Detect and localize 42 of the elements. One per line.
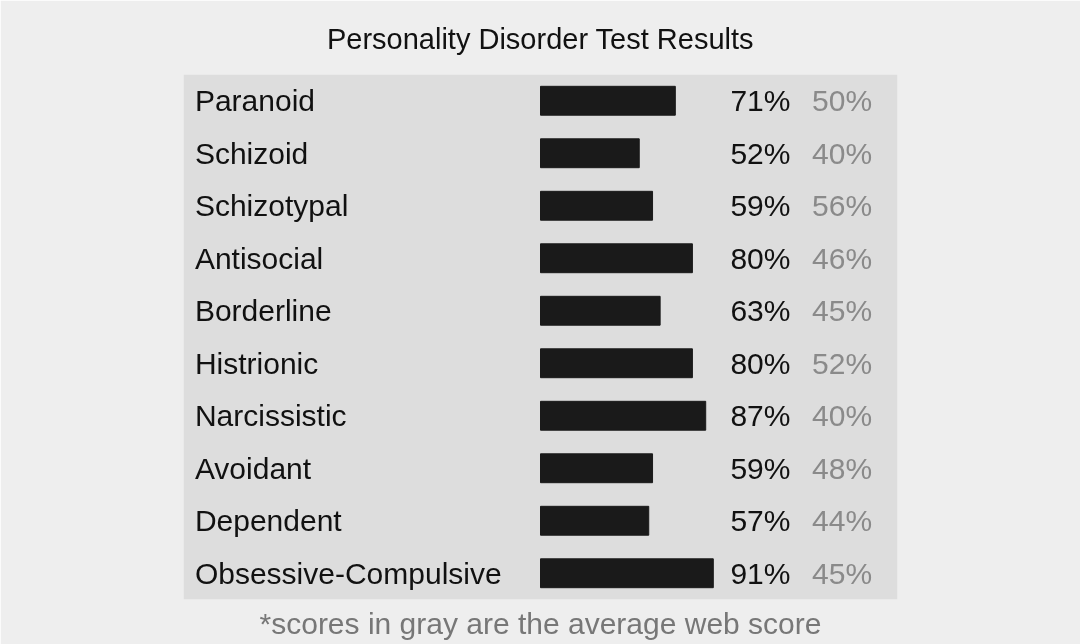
text: 48%: [812, 451, 873, 485]
y-tick-label: Obsessive-Compulsive: [194, 556, 502, 590]
data-label: 57%: [730, 504, 791, 538]
data-label: 59%: [730, 451, 791, 485]
text: 44%: [812, 504, 873, 538]
y-tick-label: Schizotypal: [194, 189, 349, 223]
y-tick-label: Narcissistic: [194, 399, 347, 433]
data-label: 80%: [730, 346, 791, 380]
text: 56%: [812, 189, 873, 223]
y-tick-label: Borderline: [194, 294, 332, 328]
text: 40%: [812, 399, 873, 433]
bar: [540, 190, 654, 221]
bar: [540, 138, 640, 169]
chart-title: Personality Disorder Test Results: [326, 22, 754, 55]
bar: [540, 85, 676, 116]
y-tick-label: Histrionic: [194, 346, 319, 380]
data-label: 80%: [730, 241, 791, 275]
text: 50%: [812, 84, 873, 118]
bar: [540, 558, 714, 589]
bar: [540, 505, 650, 536]
data-label: 71%: [730, 84, 791, 118]
y-tick-label: Paranoid: [194, 84, 315, 118]
data-label: 59%: [730, 189, 791, 223]
text: 46%: [812, 241, 873, 275]
y-tick-label: Avoidant: [194, 451, 312, 485]
bar: [540, 295, 661, 326]
bar: [540, 348, 693, 379]
text: *scores in gray are the average web score: [259, 606, 822, 640]
text: 45%: [812, 294, 873, 328]
data-label: 52%: [730, 136, 791, 170]
text: 45%: [812, 556, 873, 590]
data-label: 63%: [730, 294, 791, 328]
bar: [540, 400, 707, 431]
bar: [540, 243, 693, 274]
y-tick-label: Dependent: [194, 504, 343, 538]
data-label: 87%: [730, 399, 791, 433]
y-tick-label: Schizoid: [194, 136, 309, 170]
bar: [540, 453, 654, 484]
y-tick-label: Antisocial: [194, 241, 324, 275]
text: 40%: [812, 136, 873, 170]
data-label: 91%: [730, 556, 791, 590]
text: 52%: [812, 346, 873, 380]
